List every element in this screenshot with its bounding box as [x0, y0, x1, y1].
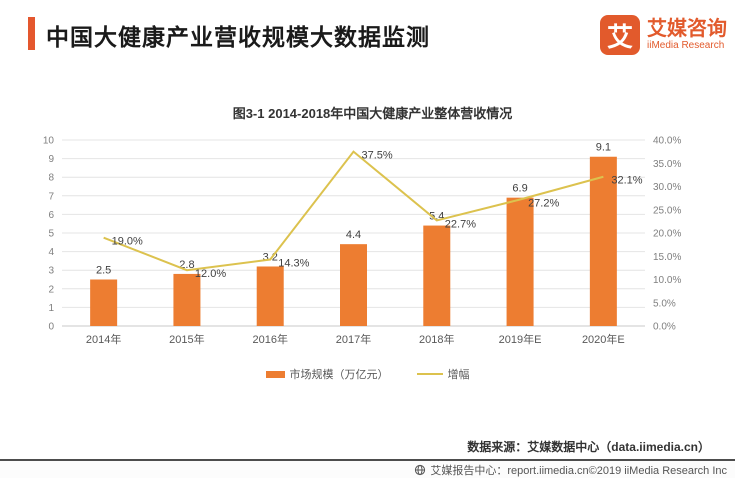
- logo-name-cn: 艾媒咨询: [647, 18, 727, 40]
- line-series-swatch: [416, 373, 443, 375]
- left-axis-tick: 6: [48, 210, 54, 221]
- left-axis-tick: 1: [48, 303, 54, 314]
- bar-value-label: 2.5: [96, 265, 111, 277]
- line-value-label: 32.1%: [611, 175, 642, 187]
- bar: [423, 225, 451, 326]
- line-value-label: 14.3%: [278, 258, 309, 270]
- right-axis-tick: 25.0%: [653, 205, 681, 216]
- legend-item-growth: 增幅: [416, 366, 470, 382]
- category-label: 2020年E: [582, 332, 625, 346]
- category-label: 2019年E: [499, 332, 542, 346]
- line-value-label: 37.5%: [362, 150, 393, 162]
- chart-title: 图3-1 2014-2018年中国大健康产业整体营收情况: [232, 106, 513, 121]
- bar-value-label: 6.9: [512, 183, 527, 195]
- bar: [90, 279, 118, 326]
- right-axis-tick: 35.0%: [653, 159, 681, 170]
- left-axis-tick: 3: [48, 266, 54, 277]
- legend-label-growth: 增幅: [447, 369, 470, 381]
- bar: [256, 266, 284, 326]
- category-label: 2014年: [86, 332, 121, 346]
- logo-name-en: iiMedia Research: [647, 40, 725, 51]
- category-label: 2016年: [252, 332, 287, 346]
- bar: [589, 156, 617, 326]
- bar: [506, 197, 534, 326]
- left-axis-tick: 9: [48, 154, 54, 165]
- left-axis-tick: 2: [48, 284, 54, 295]
- legend-label-market-size: 市场规模（万亿元）: [289, 369, 389, 381]
- right-axis-tick: 10.0%: [653, 275, 681, 286]
- right-axis-tick: 30.0%: [653, 182, 681, 193]
- right-axis-tick: 20.0%: [653, 229, 681, 240]
- right-axis-tick: 0.0%: [653, 322, 676, 333]
- logo-text: 艾媒咨询 iiMedia Research: [647, 18, 727, 52]
- left-axis-tick: 7: [48, 191, 54, 202]
- line-value-label: 27.2%: [528, 198, 559, 210]
- chart-legend: 市场规模（万亿元） 增幅: [0, 366, 735, 382]
- growth-line: [103, 150, 604, 272]
- footer-text: 艾媒报告中心：report.iimedia.cn©2019 iiMedia Re…: [430, 464, 727, 477]
- bar: [340, 244, 367, 326]
- revenue-chart: 0 1 2 3 4 5 6 7 8 9 10 0.0% 5.0% 10.0% 15.0% 20.0% 25.0%…: [43, 136, 682, 347]
- footer-bar: 艾媒报告中心：report.iimedia.cn©2019 iiMedia Re…: [0, 459, 735, 478]
- bar-series-swatch: [265, 370, 285, 378]
- line-value-label: 19.0%: [112, 236, 143, 248]
- left-axis-tick: 8: [48, 173, 54, 184]
- bar-value-label: 3.2: [263, 251, 278, 263]
- right-axis-tick: 40.0%: [653, 136, 681, 147]
- header-accent-bar: [28, 17, 35, 50]
- category-label: 2017年: [336, 332, 371, 346]
- left-axis-tick: 5: [48, 229, 54, 240]
- line-value-label: 22.7%: [445, 218, 476, 230]
- category-label: 2018年: [419, 332, 454, 346]
- bar-value-label: 9.1: [596, 142, 611, 154]
- left-axis-tick: 0: [48, 322, 54, 333]
- data-source-note: 数据来源：艾媒数据中心（data.iimedia.cn）: [467, 440, 710, 454]
- iimedia-logo: 艾 艾媒咨询 iiMedia Research: [600, 15, 727, 55]
- left-axis-tick: 10: [43, 136, 55, 147]
- bar-value-label: 4.4: [346, 229, 361, 241]
- right-axis-tick: 15.0%: [653, 252, 681, 263]
- legend-item-market-size: 市场规模（万亿元）: [265, 366, 389, 382]
- line-value-label: 12.0%: [195, 268, 226, 280]
- left-axis-tick: 4: [48, 247, 54, 258]
- page-title: 中国大健康产业营收规模大数据监测: [46, 24, 430, 50]
- right-axis-tick: 5.0%: [653, 298, 676, 309]
- globe-icon: [415, 464, 426, 475]
- bar: [173, 273, 201, 326]
- iimedia-logo-icon: 艾: [600, 15, 640, 55]
- category-label: 2015年: [169, 332, 204, 346]
